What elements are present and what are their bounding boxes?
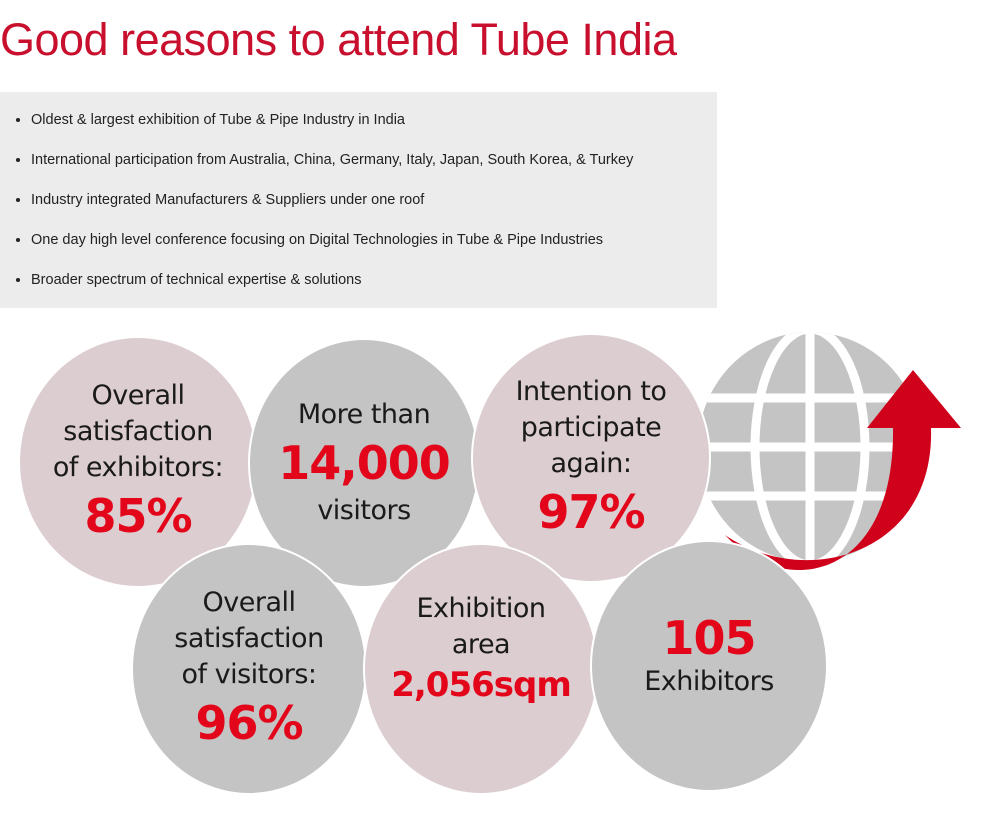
- reasons-list: Oldest & largest exhibition of Tube & Pi…: [0, 92, 717, 310]
- page-title: Good reasons to attend Tube India: [0, 14, 677, 65]
- stat-exhibitors: 105 Exhibitors: [590, 540, 828, 792]
- list-item: Broader spectrum of technical expertise …: [31, 270, 717, 310]
- stat-label: visitors: [317, 495, 411, 526]
- list-item: One day high level conference focusing o…: [31, 230, 717, 270]
- stat-label: area: [451, 629, 511, 660]
- stat-value: 97%: [537, 485, 645, 539]
- stat-exhibition-area: Exhibition area 2,056sqm: [363, 543, 599, 795]
- stat-participate-again: Intention to participate again: 97%: [471, 333, 711, 583]
- stat-value: 105: [662, 611, 756, 665]
- list-item: International participation from Austral…: [31, 150, 717, 190]
- stat-label: Intention to: [515, 376, 667, 407]
- globe-arrow-icon: [698, 332, 961, 570]
- list-item: Oldest & largest exhibition of Tube & Pi…: [31, 110, 717, 150]
- stat-label: More than: [297, 399, 431, 430]
- stat-label: participate: [520, 412, 662, 443]
- stat-label: Exhibition: [416, 593, 546, 624]
- stat-label: Overall: [91, 380, 186, 411]
- stat-label: satisfaction: [63, 416, 213, 447]
- stat-value: 14,000: [278, 436, 451, 490]
- stat-label: Overall: [202, 587, 297, 618]
- stat-exhibitor-satisfaction: Overall satisfaction of exhibitors: 85%: [18, 336, 258, 588]
- stat-visitors: More than 14,000 visitors: [248, 338, 480, 588]
- list-item: Industry integrated Manufacturers & Supp…: [31, 190, 717, 230]
- stat-label: of visitors:: [181, 659, 317, 690]
- stat-label: Exhibitors: [644, 666, 774, 697]
- stat-label: of exhibitors:: [52, 452, 224, 483]
- stat-value: 96%: [195, 696, 303, 750]
- reasons-box: Oldest & largest exhibition of Tube & Pi…: [0, 92, 717, 308]
- stat-value: 2,056sqm: [391, 665, 572, 705]
- stat-label: again:: [550, 448, 632, 479]
- stat-visitor-satisfaction: Overall satisfaction of visitors: 96%: [131, 543, 367, 795]
- stat-value: 85%: [84, 489, 192, 543]
- stat-label: satisfaction: [174, 623, 324, 654]
